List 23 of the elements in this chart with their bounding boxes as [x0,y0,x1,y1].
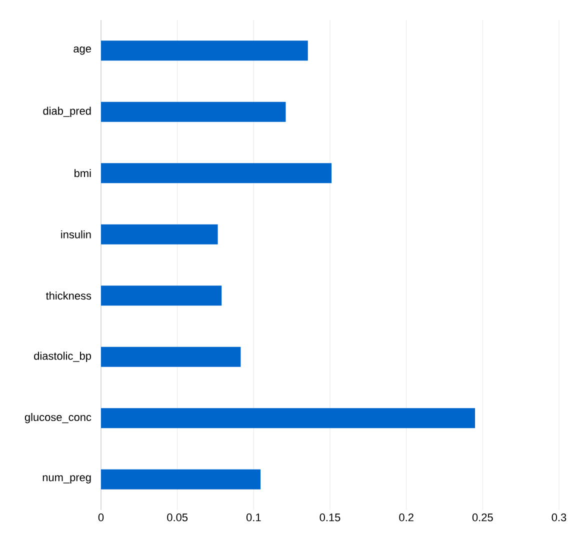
x-tick-label: 0.2 [399,514,414,522]
x-tick-label: 0.15 [320,514,340,522]
bar [101,286,222,306]
bar [101,469,261,490]
y-tick-label: age [74,46,91,55]
x-tick-label: 0.1 [246,514,261,522]
y-tick-label: thickness [46,292,92,300]
x-tick-label: 0.05 [167,514,188,522]
bar [101,408,476,428]
x-tick-label: 0 [98,514,104,522]
bar [101,346,241,367]
bar [101,163,332,184]
y-tick-label: num_preg [42,475,91,484]
y-tick-label: insulin [61,230,91,238]
y-tick-label: diastolic_bp [34,352,92,362]
bar [101,224,218,244]
x-tick-label: 0.3 [552,514,566,522]
x-tick-label: 0.25 [472,514,493,522]
y-tick-label: bmi [74,169,91,178]
y-tick-label: diab_pred [43,106,91,117]
bar [101,40,308,61]
y-tick-label: glucose_conc [24,413,92,424]
bar [101,102,286,122]
